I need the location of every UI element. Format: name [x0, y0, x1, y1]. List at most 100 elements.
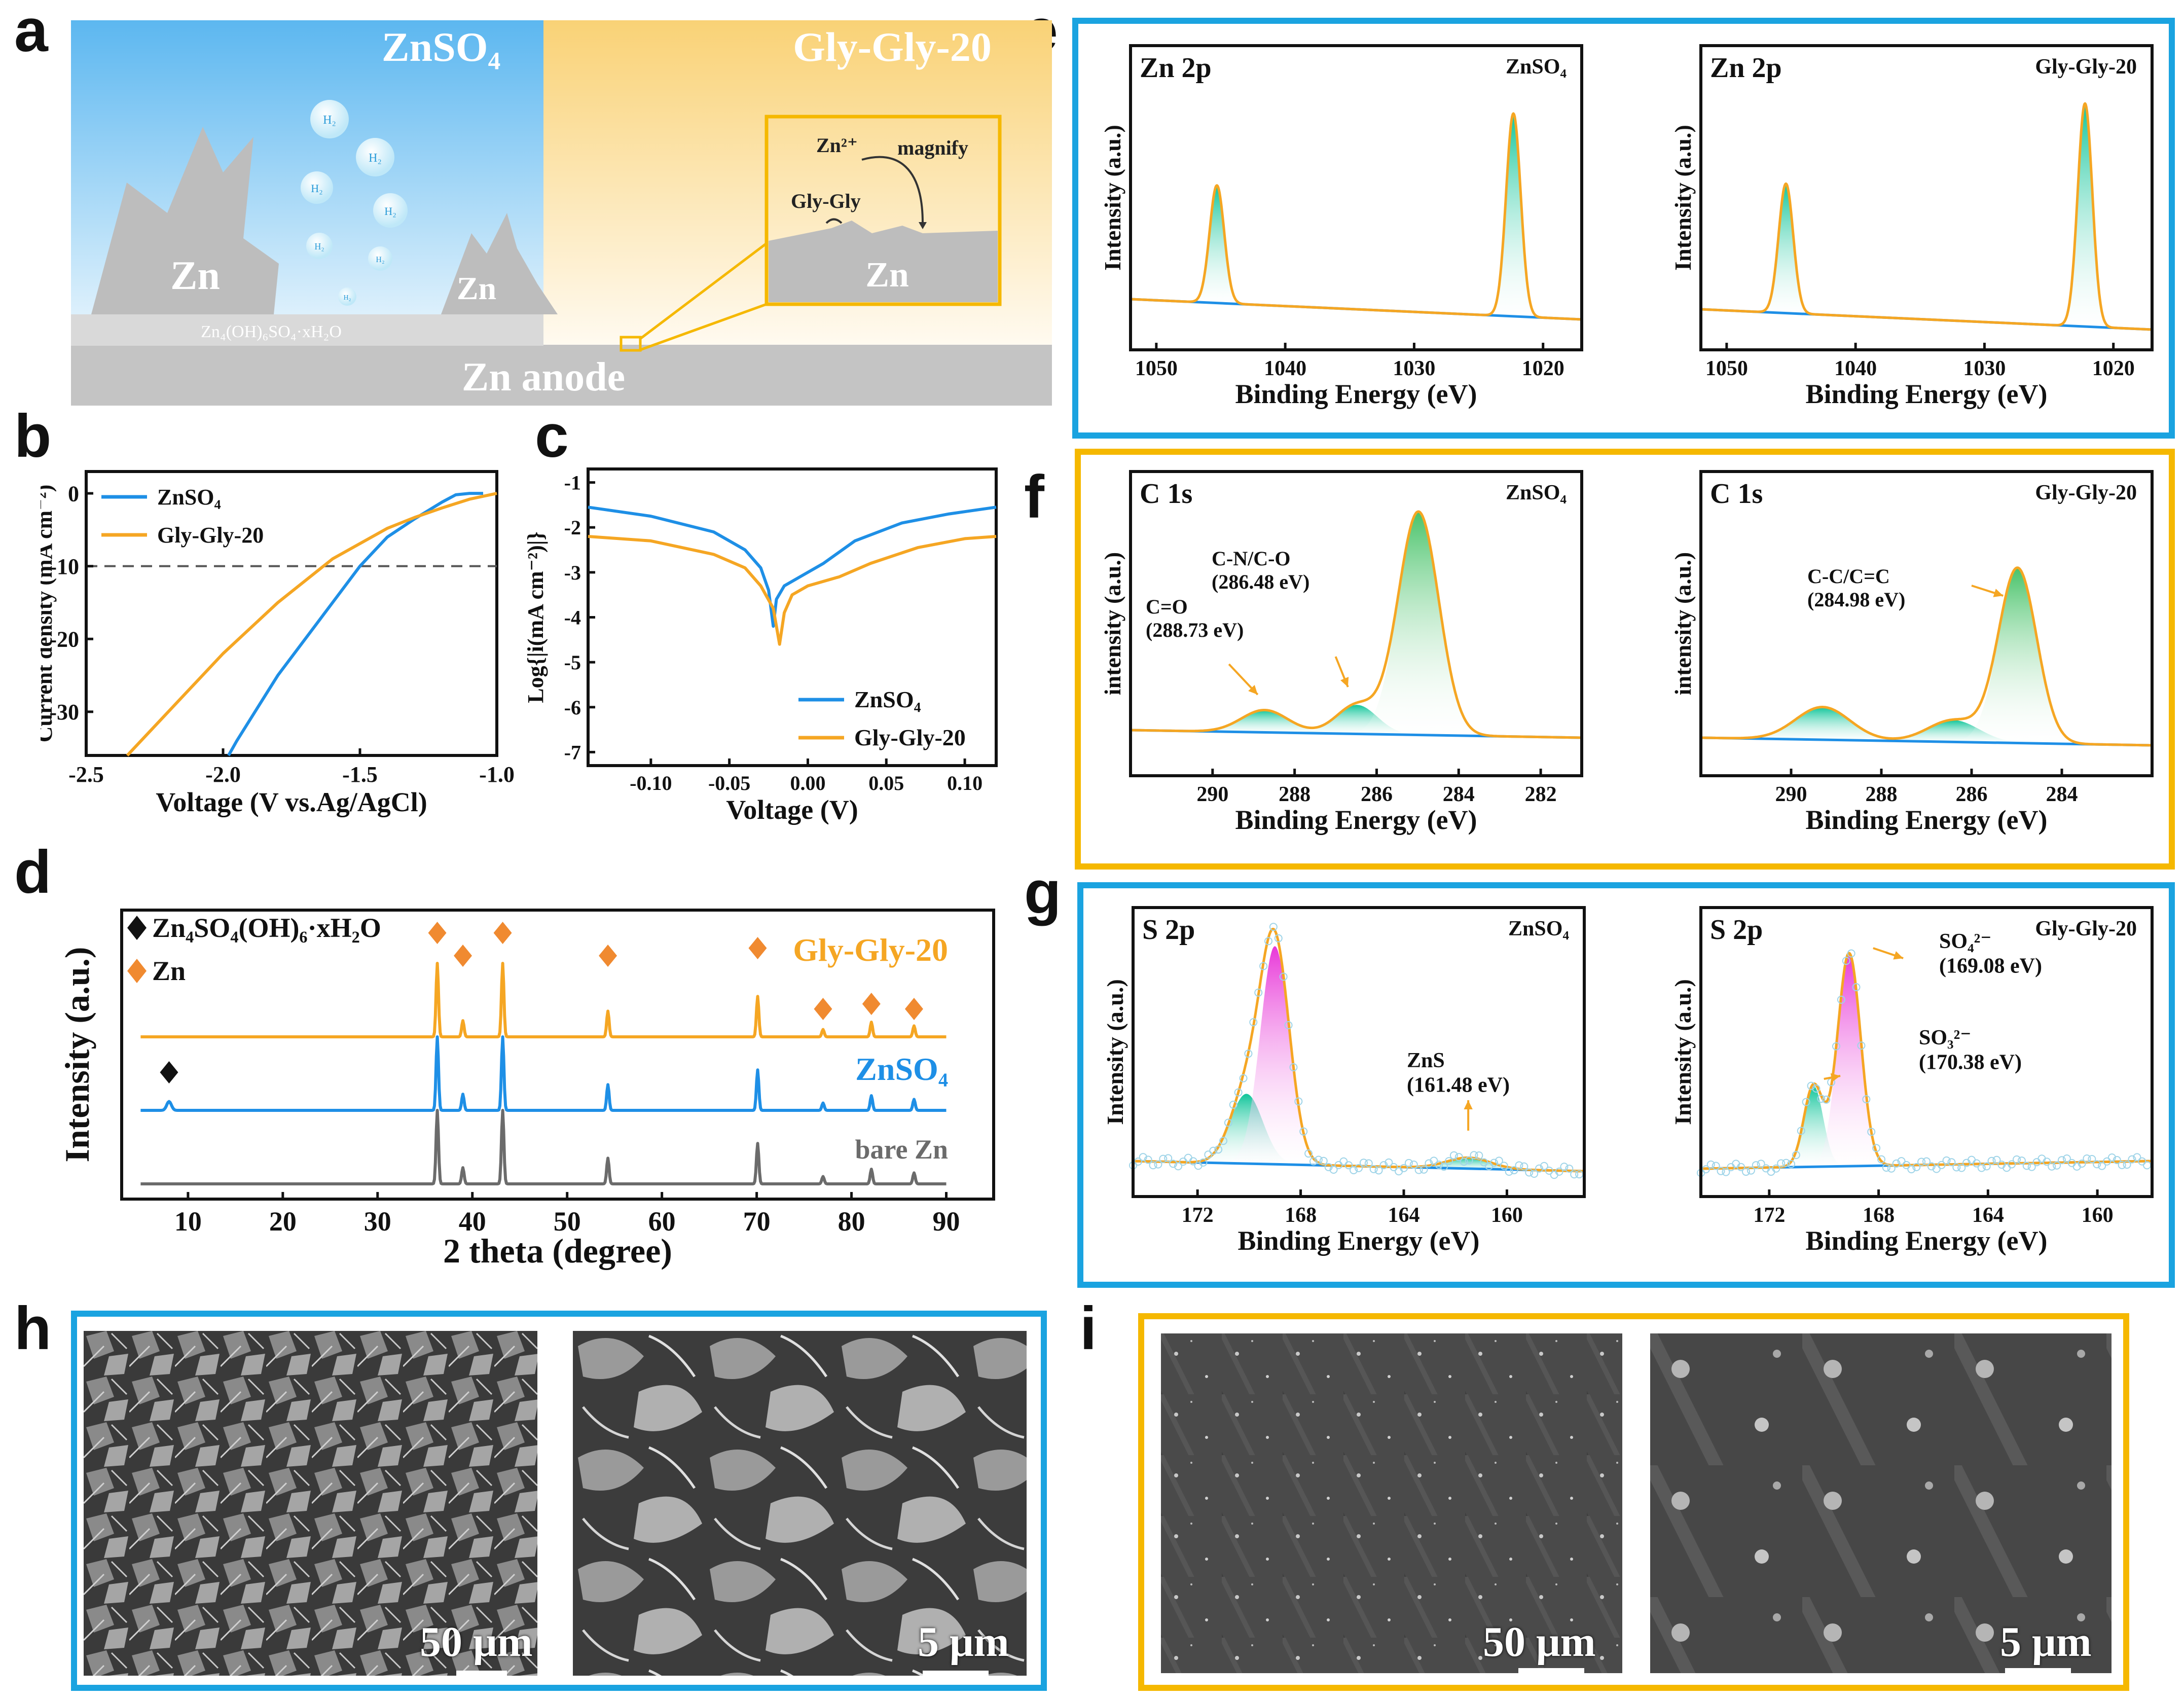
- raw-data-point: [1369, 1165, 1378, 1173]
- raw-data-point: [1732, 1160, 1740, 1168]
- raw-data-point: [1757, 1160, 1765, 1168]
- raw-data-point: [1505, 1167, 1513, 1176]
- xps-peak-fill: [1744, 184, 1828, 315]
- x-tick-label: 172: [1182, 1204, 1214, 1227]
- raw-data-point: [2017, 1156, 2026, 1165]
- raw-data-point: [1324, 1163, 1333, 1171]
- scalebar-line-h-left: [456, 1671, 507, 1676]
- plot-frame: [1129, 44, 1583, 351]
- y-tick-label: -30: [49, 700, 79, 725]
- x-tick-label: -1.0: [479, 762, 515, 787]
- sample-label: Gly-Gly-20: [2035, 55, 2137, 79]
- x-axis-title: Binding Energy (eV): [1235, 379, 1477, 409]
- raw-data-point: [1169, 1160, 1178, 1168]
- raw-data-point: [1309, 1157, 1318, 1166]
- peak-annotation: SO₄²⁻: [1939, 930, 1991, 953]
- x-tick-label: 70: [743, 1206, 771, 1237]
- x-tick-label: 290: [1196, 783, 1228, 806]
- raw-data-point: [1425, 1159, 1433, 1168]
- x-tick-label: -2.0: [205, 762, 241, 787]
- x-axis-title: Binding Energy (eV): [1805, 1225, 2047, 1256]
- scalebar-h-left: 50 μm: [420, 1618, 533, 1666]
- raw-data-point: [1449, 1151, 1458, 1160]
- sample-label: ZnSO₄: [1508, 917, 1569, 941]
- raw-data-point: [1812, 1084, 1821, 1093]
- plot-frame: [1699, 906, 2154, 1198]
- legend-label: Zn₄SO₄(OH)₆·xH₂O: [152, 913, 381, 943]
- plot-frame: [120, 909, 995, 1201]
- raw-data-point: [1214, 1145, 1223, 1154]
- raw-data-point: [1777, 1159, 1786, 1168]
- zn-dendrite-large: [91, 127, 279, 314]
- y-tick-label: -6: [564, 696, 581, 719]
- raw-data-point: [1510, 1166, 1518, 1175]
- raw-data-point: [1239, 1074, 1248, 1082]
- raw-data-point: [1224, 1118, 1232, 1127]
- panel-letter-a: a: [14, 0, 48, 64]
- peak-annotation: ZnS: [1407, 1049, 1445, 1072]
- xps-peak-fill: [1759, 1086, 1868, 1168]
- xps-peak-fill: [1176, 185, 1258, 305]
- raw-data-point: [2103, 1157, 2111, 1166]
- x-tick-label: 288: [1866, 783, 1898, 806]
- legend-label: ZnSO₄: [157, 485, 221, 510]
- raw-data-point: [1209, 1146, 1218, 1155]
- raw-data-point: [2062, 1154, 2071, 1163]
- raw-data-point: [1525, 1168, 1534, 1177]
- raw-data-point: [1189, 1157, 1197, 1166]
- znso4-title: ZnSO₄: [382, 24, 500, 70]
- y-axis-title: Log{|i(mA cm⁻²)|}: [525, 531, 548, 703]
- raw-data-point: [1722, 1168, 1730, 1176]
- plot-frame: [1699, 44, 2154, 351]
- x-tick-label: 90: [933, 1206, 960, 1237]
- raw-data-point: [1259, 962, 1268, 970]
- raw-data-point: [1520, 1162, 1528, 1171]
- raw-data-point: [1355, 1164, 1363, 1172]
- xps-background-line: [1700, 736, 2153, 747]
- y-axis-title: intensity (a.u.): [1670, 552, 1696, 695]
- frame-panel-e: [1072, 18, 2175, 439]
- raw-data-point: [2048, 1162, 2056, 1171]
- raw-data-point: [1892, 1159, 1901, 1168]
- y-tick-label: -20: [49, 627, 79, 652]
- raw-data-point: [2053, 1161, 2061, 1170]
- raw-data-point: [1952, 1163, 1961, 1172]
- inset-magnify: magnify: [897, 136, 968, 159]
- raw-data-point: [2098, 1162, 2106, 1170]
- raw-data-point: [1752, 1161, 1760, 1170]
- inset-zn-surface: [769, 221, 998, 302]
- x-tick-label: 60: [648, 1206, 676, 1237]
- xps-peak-fill: [1192, 946, 1357, 1166]
- legend-label: Gly-Gly-20: [854, 725, 966, 750]
- y-axis-title: Current density (mA cm⁻²): [41, 485, 57, 743]
- x-axis-title: Binding Energy (eV): [1237, 1225, 1479, 1256]
- x-tick-label: 160: [1491, 1204, 1523, 1227]
- raw-data-point: [1897, 1157, 1906, 1166]
- zn-ion-path: [861, 156, 924, 224]
- legend-label: Zn: [152, 956, 186, 986]
- raw-data-point: [2093, 1160, 2101, 1169]
- raw-data-point: [1149, 1161, 1157, 1170]
- panel-letter-b: b: [14, 402, 52, 470]
- xrd-pattern-Gly-Gly-20: [140, 962, 947, 1038]
- raw-data-point: [1470, 1151, 1478, 1160]
- x-tick-label: 0.00: [790, 772, 825, 794]
- raw-data-point: [2133, 1153, 2141, 1162]
- raw-data-point: [1987, 1156, 1996, 1165]
- x-tick-label: 160: [2082, 1204, 2114, 1227]
- xps-envelope-line: [1130, 112, 1583, 321]
- anode-label: Zn anode: [462, 355, 625, 400]
- annotation-arrowhead: [1340, 677, 1349, 687]
- raw-data-point: [1947, 1158, 1956, 1167]
- raw-data-point: [1530, 1169, 1539, 1178]
- scalebar-i-right: 5 μm: [2000, 1618, 2092, 1666]
- raw-data-point: [1832, 1042, 1840, 1051]
- raw-data-point: [1570, 1170, 1579, 1179]
- panel-letter-f: f: [1024, 463, 1044, 531]
- h2-label: H₂: [344, 294, 351, 302]
- raw-data-point: [1409, 1160, 1418, 1169]
- raw-data-point: [2113, 1156, 2121, 1165]
- h2-label: H₂: [384, 205, 396, 218]
- raw-data-point: [1555, 1167, 1563, 1176]
- zn-peak-marker: [599, 945, 617, 967]
